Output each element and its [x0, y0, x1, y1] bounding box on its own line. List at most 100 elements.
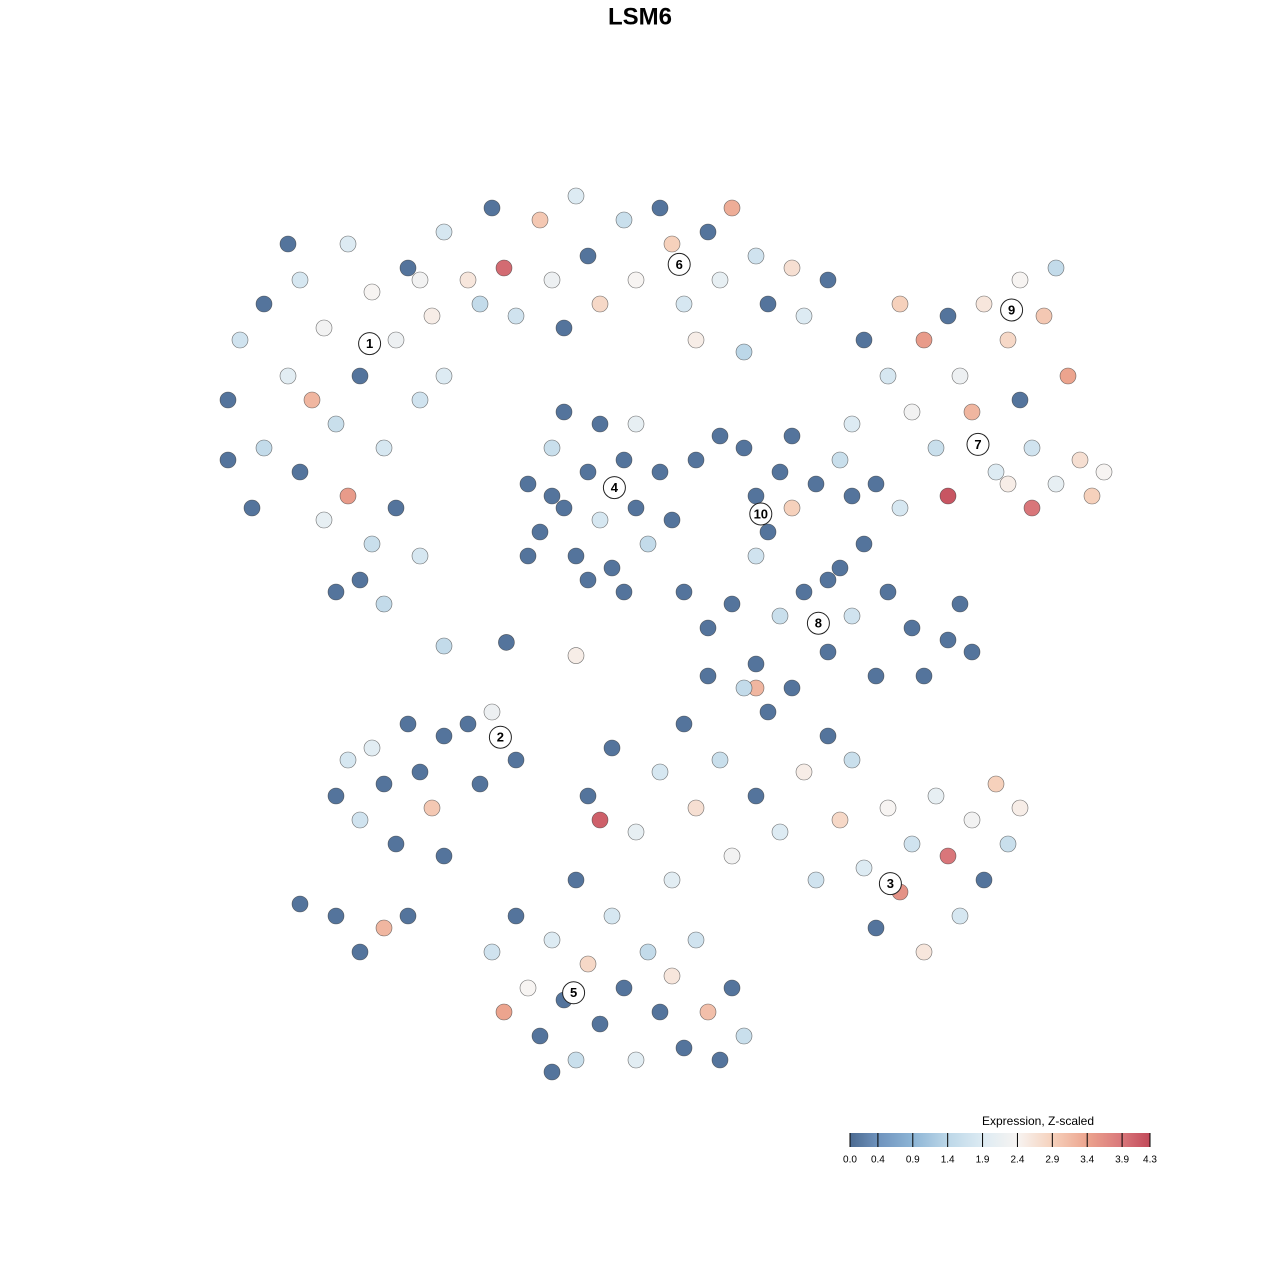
cell-point [459, 271, 477, 289]
cluster-label: 6 [676, 257, 683, 272]
cell-point [327, 907, 345, 925]
cluster-label: 5 [570, 985, 577, 1000]
cluster-label-badge [667, 252, 691, 276]
cell-point [699, 1003, 717, 1021]
cell-point [687, 799, 705, 817]
cell-point [399, 715, 417, 733]
cell-point [651, 1003, 669, 1021]
cell-point [831, 451, 849, 469]
cell-point [399, 259, 417, 277]
cell-point [807, 475, 825, 493]
cell-point [927, 439, 945, 457]
cluster-label-badge [602, 476, 626, 500]
colorbar-tick-label: 1.9 [976, 1155, 990, 1166]
cell-point [363, 283, 381, 301]
cluster-label-badge [878, 872, 902, 896]
cell-point [567, 871, 585, 889]
cell-point [255, 439, 273, 457]
cell-point [519, 475, 537, 493]
cell-point [699, 619, 717, 637]
cell-point [543, 271, 561, 289]
chart-title: LSM6 [608, 3, 672, 30]
cell-point [747, 787, 765, 805]
cell-point [627, 499, 645, 517]
cell-point [867, 919, 885, 937]
cell-point [543, 931, 561, 949]
cell-point [483, 199, 501, 217]
cell-point [759, 703, 777, 721]
cell-point [807, 871, 825, 889]
cluster-label-badge [488, 725, 512, 749]
cell-point [939, 307, 957, 325]
cell-point [339, 751, 357, 769]
cell-point [651, 463, 669, 481]
cell-point [759, 295, 777, 313]
cell-point [675, 1039, 693, 1057]
cell-point [1011, 799, 1029, 817]
cell-point [219, 391, 237, 409]
cell-point [531, 523, 549, 541]
cell-point [627, 415, 645, 433]
cell-point [603, 559, 621, 577]
cell-point [711, 271, 729, 289]
cell-point [603, 739, 621, 757]
cell-point [915, 667, 933, 685]
cell-point [783, 679, 801, 697]
cluster-label: 1 [366, 336, 373, 351]
cell-point [819, 571, 837, 589]
cell-point [435, 367, 453, 385]
cell-point [387, 499, 405, 517]
cell-point [687, 931, 705, 949]
cell-point [843, 751, 861, 769]
cell-point [771, 823, 789, 841]
cell-point [879, 799, 897, 817]
cell-point [1011, 391, 1029, 409]
cell-point [999, 331, 1017, 349]
cell-point [903, 835, 921, 853]
cell-point [435, 847, 453, 865]
cell-point [891, 499, 909, 517]
cell-point [687, 451, 705, 469]
cell-point [843, 487, 861, 505]
cell-point [255, 295, 273, 313]
cell-point [339, 235, 357, 253]
cluster-label: 2 [497, 730, 504, 745]
cell-point [375, 775, 393, 793]
cell-point [351, 943, 369, 961]
cell-point [543, 487, 561, 505]
cell-point [867, 475, 885, 493]
cell-point [915, 943, 933, 961]
cluster-label: 4 [611, 480, 619, 495]
cell-point [435, 637, 453, 655]
cell-point [699, 667, 717, 685]
cell-point [927, 787, 945, 805]
colorbar-title: Expression, Z-scaled [982, 1114, 1094, 1128]
labels-layer: 1 2 3 4 5 6 7 8 9 10 [358, 252, 1024, 1005]
cell-point [471, 775, 489, 793]
cell-point [519, 547, 537, 565]
cell-point [723, 847, 741, 865]
cell-point [855, 859, 873, 877]
cell-point [831, 559, 849, 577]
cell-point [831, 811, 849, 829]
cell-point [891, 295, 909, 313]
cell-point [615, 451, 633, 469]
cell-point [663, 235, 681, 253]
cell-point [951, 907, 969, 925]
cell-point [327, 583, 345, 601]
cell-point [987, 463, 1005, 481]
cell-point [651, 199, 669, 217]
cell-point [819, 727, 837, 745]
cell-point [711, 751, 729, 769]
cell-point [663, 511, 681, 529]
cell-point [423, 799, 441, 817]
cell-point [591, 295, 609, 313]
cell-point [327, 415, 345, 433]
cell-point [1035, 307, 1053, 325]
cell-point [507, 751, 525, 769]
cell-point [651, 763, 669, 781]
cell-point [387, 331, 405, 349]
cell-point [735, 439, 753, 457]
cell-point [903, 403, 921, 421]
